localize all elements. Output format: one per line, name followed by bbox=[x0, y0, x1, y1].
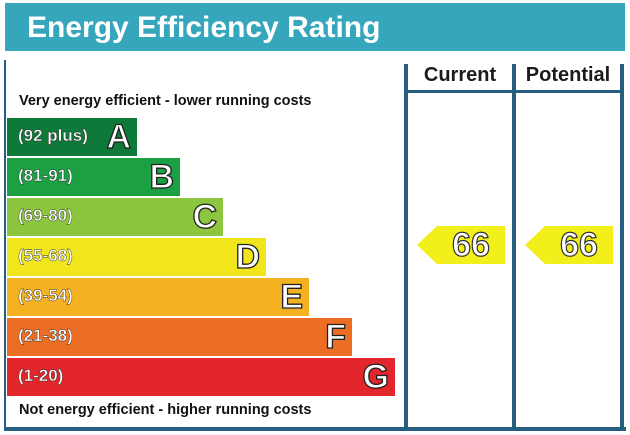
band-b: (81-91) B bbox=[7, 157, 180, 197]
band-letter-label: E bbox=[280, 277, 304, 316]
band-letter-label: B bbox=[149, 157, 175, 196]
band-e: (39-54) E bbox=[7, 277, 309, 317]
frame-divider-left bbox=[404, 64, 408, 430]
potential-rating-value: 66 bbox=[559, 225, 598, 264]
band-range-label: (55-68) bbox=[18, 246, 73, 265]
band-letter-label: G bbox=[362, 357, 390, 396]
band-d: (55-68) D bbox=[7, 237, 266, 277]
band-range-label: (21-38) bbox=[18, 326, 73, 345]
current-column-header: Current bbox=[423, 64, 497, 86]
current-arrow-shape bbox=[417, 226, 505, 264]
caption-top: Very energy efficient - lower running co… bbox=[19, 93, 312, 109]
band-range-label: (1-20) bbox=[18, 366, 64, 385]
chart-title: Energy Efficiency Rating bbox=[27, 11, 381, 44]
band-c: (69-80) C bbox=[7, 197, 223, 237]
potential-column-header: Potential bbox=[525, 64, 611, 86]
frame-left bbox=[4, 60, 6, 430]
potential-rating-arrow: 66 bbox=[525, 225, 613, 265]
band-letter-label: D bbox=[235, 237, 261, 276]
title-bar: Energy Efficiency Rating bbox=[5, 3, 625, 51]
band-a: (92 plus) A bbox=[7, 117, 137, 157]
frame-divider-mid bbox=[512, 64, 516, 430]
current-rating-value: 66 bbox=[451, 225, 490, 264]
band-range-label: (92 plus) bbox=[18, 126, 88, 145]
potential-arrow-shape bbox=[525, 226, 613, 264]
band-f: (21-38) F bbox=[7, 317, 352, 357]
header-rule bbox=[404, 90, 624, 93]
caption-bottom: Not energy efficient - higher running co… bbox=[19, 402, 312, 418]
current-arrow-polygon bbox=[417, 226, 505, 264]
potential-arrow-polygon bbox=[525, 226, 613, 264]
frame-divider-right bbox=[620, 64, 624, 430]
band-range-label: (81-91) bbox=[18, 166, 73, 185]
band-letter-label: A bbox=[106, 117, 132, 156]
band-range-label: (69-80) bbox=[18, 206, 73, 225]
current-rating-arrow: 66 bbox=[417, 225, 505, 265]
band-letter-label: C bbox=[192, 197, 218, 236]
frame-bottom bbox=[4, 427, 626, 431]
band-letter-label: F bbox=[325, 317, 347, 356]
band-g: (1-20) G bbox=[7, 357, 395, 397]
band-range-label: (39-54) bbox=[18, 286, 73, 305]
